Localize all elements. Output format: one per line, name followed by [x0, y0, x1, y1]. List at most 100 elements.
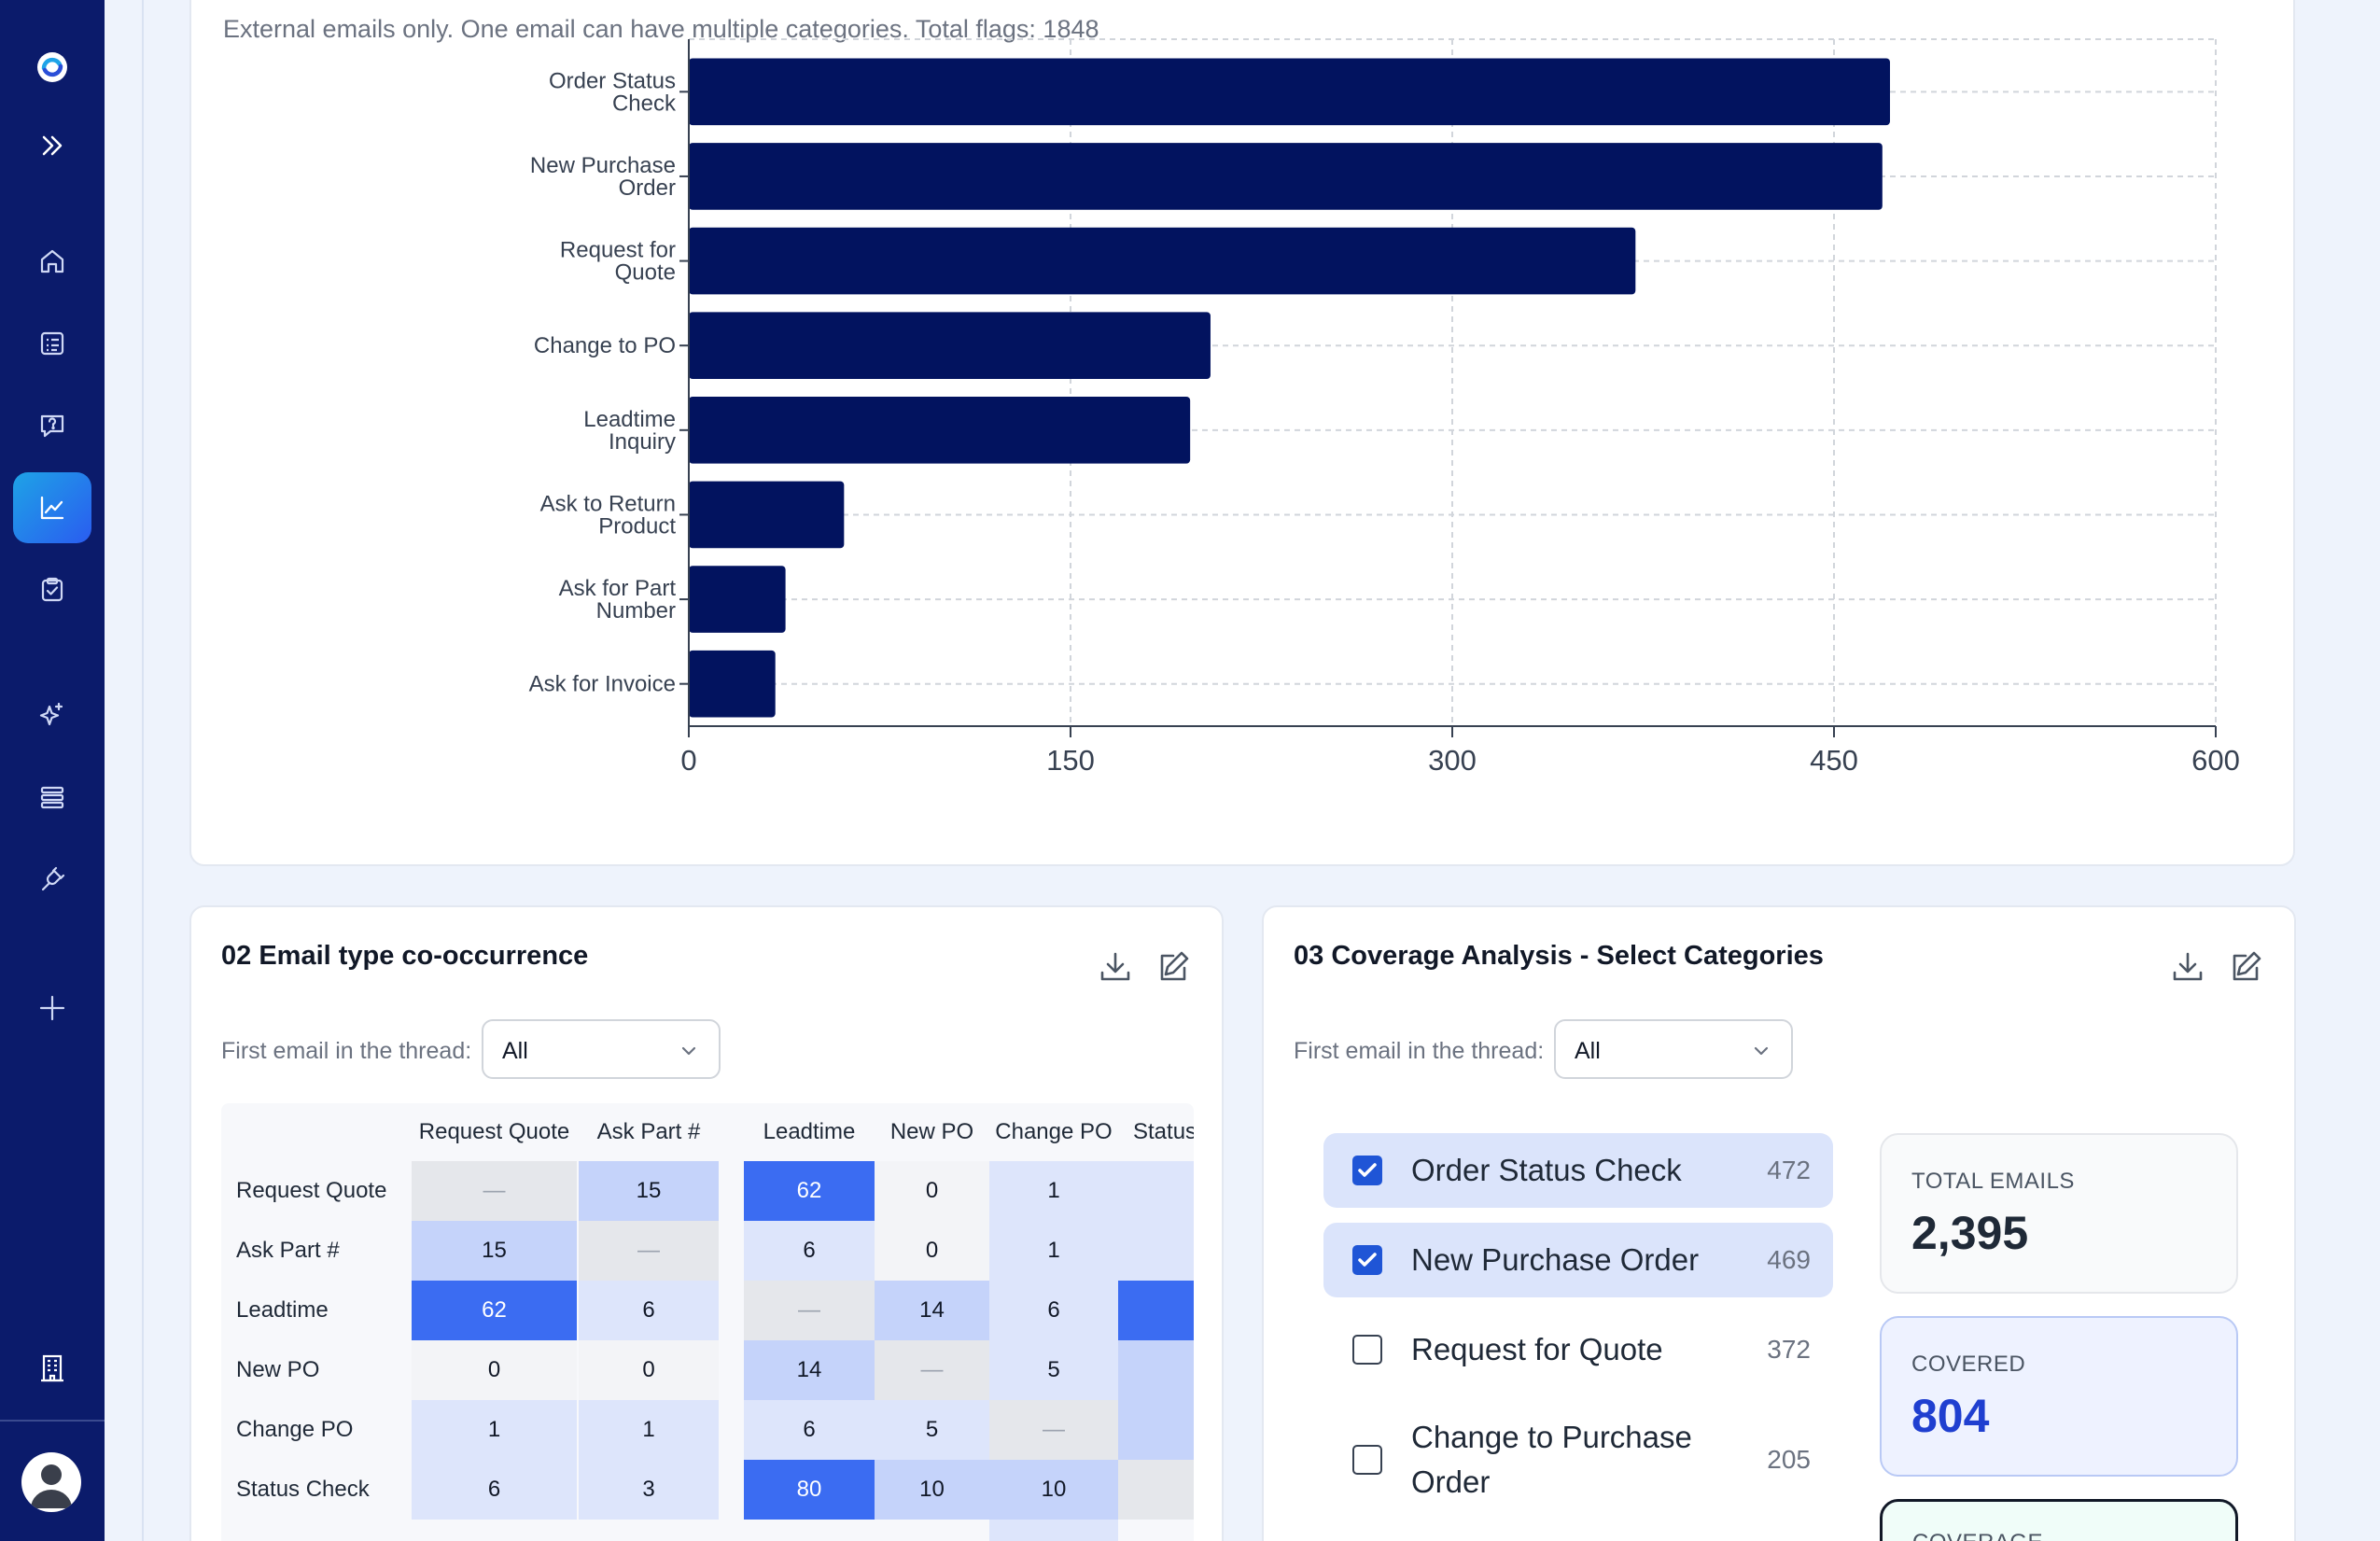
total-emails-value: 2,395 — [1911, 1207, 2029, 1259]
building-icon[interactable] — [13, 1333, 91, 1404]
checkbox-unchecked-icon[interactable] — [1352, 1445, 1382, 1475]
coverage-filter-select[interactable]: All — [1554, 1019, 1793, 1079]
coverage-item-label: New Purchase Order — [1411, 1242, 1700, 1277]
heatmap-cell: 0 — [875, 1161, 989, 1221]
stack-icon[interactable] — [13, 762, 91, 833]
heatmap-cell — [989, 1520, 1118, 1541]
bar — [689, 58, 1890, 126]
x-tick-label: 0 — [680, 744, 696, 777]
download-icon[interactable] — [1097, 948, 1134, 986]
bar-category-label: Check — [612, 91, 677, 116]
heatmap-cell: 3 — [579, 1460, 719, 1520]
bar-category-label: Leadtime — [583, 407, 676, 432]
heatmap-cell: 6 — [744, 1221, 875, 1281]
cooccurrence-title: 02 Email type co-occurrence — [221, 941, 589, 971]
heatmap-cell: — — [579, 1221, 719, 1281]
covered-stat: COVERED 804 — [1880, 1316, 2238, 1477]
heatmap-cell: 62 — [412, 1281, 577, 1340]
heatmap-cell: 10 — [989, 1460, 1118, 1520]
heatmap-row-label: New PO — [236, 1357, 320, 1382]
download-icon[interactable] — [2169, 948, 2206, 986]
user-avatar-icon[interactable] — [21, 1452, 81, 1512]
coverage-filter-label: First email in the thread: — [1294, 1038, 1545, 1064]
coverage-item-count: 472 — [1767, 1156, 1811, 1184]
bar — [689, 143, 1883, 210]
bar-category-label: Request for — [560, 238, 676, 263]
heatmap-cell: 6 — [989, 1281, 1118, 1340]
heatmap-row-label: Change PO — [236, 1417, 354, 1442]
checkbox-unchecked-icon[interactable] — [1352, 1335, 1382, 1365]
edit-icon[interactable] — [1155, 948, 1192, 986]
coverage-stat: COVERAGE — [1880, 1499, 2238, 1541]
email-categories-card: External emails only. One email can have… — [189, 0, 2295, 866]
plus-icon[interactable] — [13, 973, 91, 1044]
cooccurrence-filter-label: First email in the thread: — [221, 1038, 472, 1064]
chevron-down-icon — [1754, 1046, 1769, 1056]
bar-category-label: Order Status — [549, 68, 676, 93]
cooccurrence-filter-select[interactable]: All — [482, 1019, 721, 1079]
heatmap-row-label: Request Quote — [236, 1178, 387, 1203]
heatmap-cell: 80 — [744, 1460, 875, 1520]
checkbox-checked-icon[interactable] — [1352, 1156, 1382, 1185]
heatmap-cell: 6 — [412, 1460, 577, 1520]
coverage-item-change-to-purchase-order[interactable]: Change to Purchase Order 205 — [1323, 1402, 1833, 1518]
bar — [689, 481, 845, 549]
bar-category-label: Quote — [615, 260, 676, 286]
coverage-item-order-status-check[interactable]: Order Status Check 472 — [1323, 1133, 1833, 1208]
heatmap-cell: 0 — [579, 1340, 719, 1400]
heatmap-column-header: New PO — [889, 1119, 974, 1144]
coverage-item-label: Request for Quote — [1411, 1332, 1663, 1366]
analytics-icon[interactable] — [13, 472, 91, 543]
heatmap-cell — [1118, 1281, 1194, 1340]
cooccurrence-filter-value: All — [502, 1038, 528, 1064]
coverage-item-new-purchase-order[interactable]: New Purchase Order 469 — [1323, 1223, 1833, 1297]
bar-category-label: Change to PO — [534, 333, 676, 358]
bar-category-label: New Purchase — [530, 153, 676, 178]
coverage-item-request-for-quote[interactable]: Request for Quote 372 — [1323, 1312, 1833, 1387]
heatmap-cell: 1 — [989, 1161, 1118, 1221]
bar-category-label: Number — [596, 598, 676, 623]
heatmap-column-header: Change PO — [995, 1119, 1113, 1144]
heatmap-cell: 5 — [989, 1340, 1118, 1400]
bar-category-label: Ask for Invoice — [529, 672, 676, 697]
clipboard-check-icon[interactable] — [13, 554, 91, 625]
heatmap-column-header: Ask Part # — [596, 1119, 701, 1144]
heatmap-cell — [1118, 1221, 1194, 1281]
total-emails-stat: TOTAL EMAILS 2,395 — [1880, 1133, 2238, 1294]
heatmap-cell: 6 — [744, 1400, 875, 1460]
coverage-card: 03 Coverage Analysis - Select Categories… — [1262, 905, 2296, 1541]
coverage-item-count: 372 — [1767, 1335, 1811, 1364]
help-chat-icon[interactable] — [13, 390, 91, 461]
sparkle-icon[interactable] — [13, 679, 91, 750]
edit-icon[interactable] — [2227, 948, 2264, 986]
heatmap-cell: — — [875, 1340, 989, 1400]
list-icon[interactable] — [13, 308, 91, 379]
heatmap-cell: 14 — [875, 1281, 989, 1340]
bar-category-label: Ask to Return — [540, 491, 676, 516]
heatmap-cell: — — [989, 1400, 1118, 1460]
bar-category-label: Product — [598, 513, 676, 539]
bar-category-label: Ask for Part — [559, 576, 677, 601]
heatmap-cell: 62 — [744, 1161, 875, 1221]
sidebar — [0, 0, 105, 1541]
heatmap-row-label: Status Check — [236, 1477, 370, 1502]
bar — [689, 397, 1191, 464]
heatmap-column-header: Status Check — [1133, 1119, 1194, 1144]
checkbox-checked-icon[interactable] — [1352, 1245, 1382, 1275]
heatmap-cell: 6 — [579, 1281, 719, 1340]
heatmap-cell — [1118, 1460, 1194, 1520]
expand-icon[interactable] — [13, 110, 91, 181]
home-icon[interactable] — [13, 226, 91, 297]
heatmap-cell: 1 — [989, 1221, 1118, 1281]
coverage-title: 03 Coverage Analysis - Select Categories — [1294, 941, 1824, 971]
plug-icon[interactable] — [13, 844, 91, 915]
bar — [689, 312, 1211, 379]
bar — [689, 227, 1636, 295]
cooccurrence-card: 02 Email type co-occurrence First email … — [189, 905, 1224, 1541]
logo-icon[interactable] — [13, 32, 91, 103]
heatmap-cell: 0 — [875, 1221, 989, 1281]
heatmap-row-label: Leadtime — [236, 1297, 329, 1323]
bar — [689, 566, 786, 633]
coverage-item-label: Change to Purchase Order — [1411, 1420, 1692, 1499]
